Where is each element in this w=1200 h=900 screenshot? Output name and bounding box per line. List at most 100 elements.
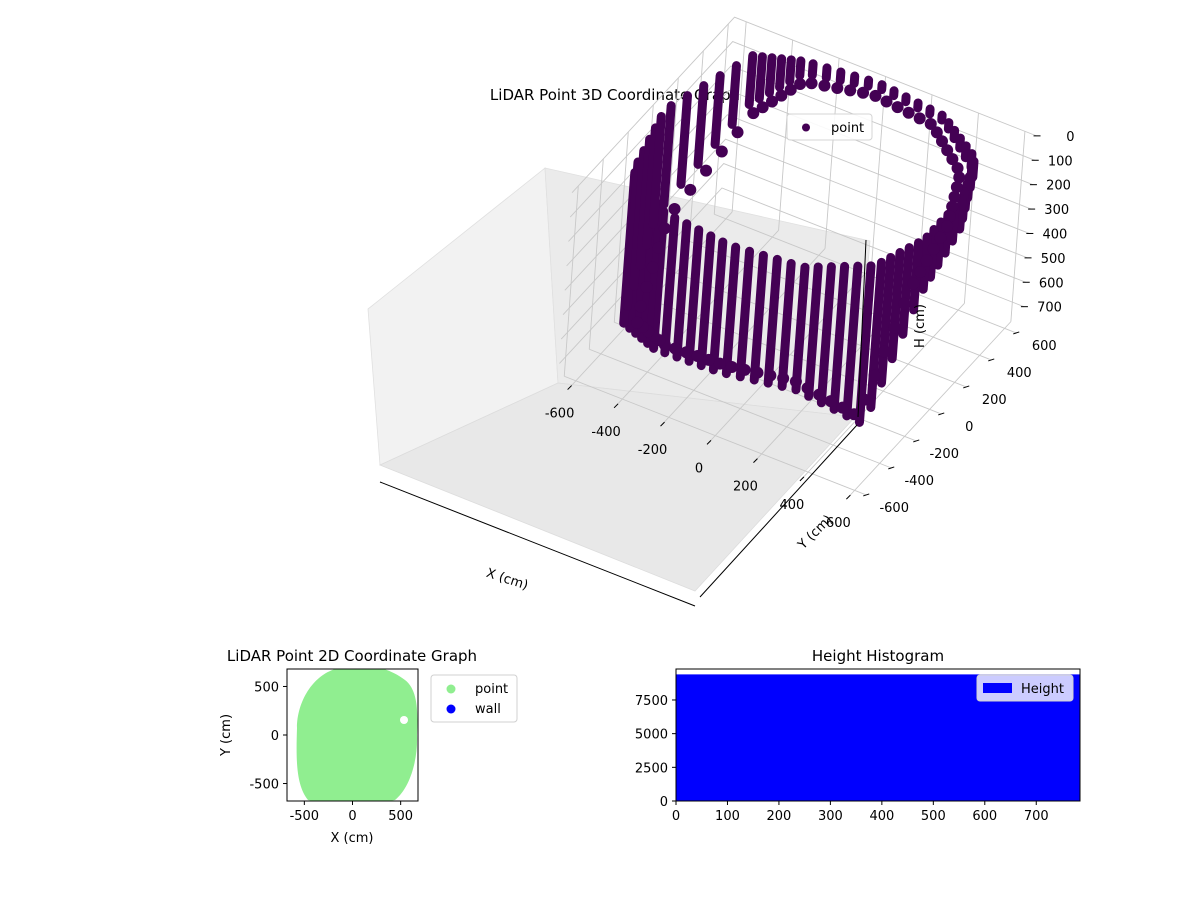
point-marker — [818, 79, 831, 92]
point-marker — [948, 190, 961, 203]
point-marker — [848, 408, 861, 421]
grid-line-y-side — [588, 158, 604, 350]
point-marker — [878, 345, 891, 358]
plot-frame-hist — [675, 668, 1081, 802]
y-tick-label-3d: 600 — [1032, 339, 1057, 354]
y-axis-line-3d — [699, 424, 858, 598]
point-stripe — [672, 219, 692, 362]
x-tick-mark-3d — [660, 421, 665, 427]
x-tick-label-2d: 500 — [388, 809, 413, 824]
z-axis-line-3d — [857, 239, 867, 418]
scatter3d-plot: LiDAR Point 3D Coordinate Graph -600-400… — [367, 16, 1075, 607]
x-tick-label-3d: 400 — [780, 498, 805, 513]
point-marker — [777, 372, 790, 385]
z-tick-label-3d: 200 — [1046, 179, 1071, 194]
point-stripe — [821, 63, 832, 83]
point-stripe — [791, 262, 810, 395]
x-tick-label-3d: 200 — [733, 480, 758, 495]
point-marker — [927, 243, 940, 256]
y-tick-mark-3d — [963, 385, 970, 389]
point-stripe — [887, 248, 905, 364]
point-stripe — [735, 246, 755, 382]
point-stripe — [648, 112, 666, 230]
legend-marker-wall-2d — [446, 704, 456, 714]
point-marker — [646, 261, 659, 274]
point-marker — [669, 342, 682, 355]
point-stripe — [744, 51, 758, 109]
point-marker — [824, 395, 837, 408]
x-tick-label-hist: 500 — [921, 809, 946, 824]
point-marker — [640, 280, 653, 293]
point-stripe — [947, 202, 960, 246]
grid-line-z — [568, 65, 1034, 242]
point-stripe — [866, 257, 886, 412]
point-marker — [836, 401, 849, 414]
grid-line-x-back — [871, 76, 886, 267]
point-stripe — [785, 55, 796, 86]
scatter2d-plot: LiDAR Point 2D Coordinate Graph -500 0 500… — [219, 647, 518, 846]
y-tick-label-3d: -400 — [904, 474, 934, 489]
point-stripe — [955, 194, 967, 234]
x-tick-mark-3d — [846, 494, 851, 500]
x-ticks-3d: -600 -400 -200 0 200 400 600 — [545, 385, 851, 531]
point-marker — [941, 144, 954, 157]
point-marker — [691, 350, 704, 363]
point-marker — [668, 202, 681, 215]
y-tick-label-3d: -200 — [929, 447, 959, 462]
grid-line-z — [564, 114, 1030, 291]
point-stripe — [835, 67, 846, 86]
height-histogram: Height Histogram 0 100 200 300 400 500 600 7000… — [635, 647, 1081, 824]
point-marker — [775, 89, 788, 102]
z-tick-label-3d: 700 — [1037, 301, 1062, 316]
point-stripe — [693, 81, 709, 169]
point-marker — [888, 321, 901, 334]
point-marker — [631, 316, 644, 329]
z-tick-label-3d: 300 — [1044, 203, 1069, 218]
y-tick-mark-3d — [988, 358, 995, 362]
point-marker — [914, 266, 927, 279]
point-stripe — [804, 262, 823, 401]
point-marker — [713, 357, 726, 370]
y-tick-mark-3d — [913, 439, 920, 443]
x-tick-mark-3d — [613, 403, 619, 409]
point-stripe — [763, 254, 782, 388]
grid-line-z — [571, 16, 1037, 193]
point-stripe — [721, 242, 741, 379]
point-marker — [934, 231, 947, 244]
point-marker — [858, 393, 871, 406]
grid-line-y-side — [563, 185, 579, 377]
point-marker — [943, 210, 956, 223]
point-stripe — [696, 231, 716, 371]
y-tick-label-2d: -500 — [249, 778, 279, 793]
y-tick-label-2d: 0 — [271, 729, 279, 744]
x-tick-label-hist: 300 — [818, 809, 843, 824]
point-marker — [766, 95, 779, 108]
point-stripe — [676, 91, 693, 189]
y-tick-mark-3d — [1013, 331, 1020, 335]
legend-marker-point-3d — [802, 123, 810, 132]
point-marker — [747, 107, 760, 120]
y-tick-label-hist: 7500 — [635, 694, 668, 709]
point-marker — [801, 382, 814, 395]
z-tick-label-3d: 100 — [1048, 154, 1073, 169]
x-axis-label-2d: X (cm) — [331, 831, 374, 846]
x-tick-label-2d: 0 — [348, 809, 356, 824]
grid-line-z — [566, 89, 1032, 267]
point-marker — [880, 95, 893, 108]
point-marker — [725, 360, 738, 373]
point-marker — [789, 375, 802, 388]
grid-line-y — [714, 213, 1017, 334]
z-tick-label-3d: 400 — [1043, 227, 1068, 242]
point-marker — [898, 297, 911, 310]
y-tick-label-3d: 200 — [982, 393, 1007, 408]
point-marker — [680, 346, 693, 359]
x-tick-mark-3d — [706, 439, 712, 445]
point-marker — [924, 117, 937, 130]
point-stripe — [764, 53, 777, 98]
point-stripe — [829, 261, 850, 414]
point-stripe — [949, 125, 960, 144]
x-tick-label-3d: -600 — [545, 407, 575, 422]
point-marker — [950, 181, 963, 194]
y-tick-mark-3d — [938, 412, 945, 416]
